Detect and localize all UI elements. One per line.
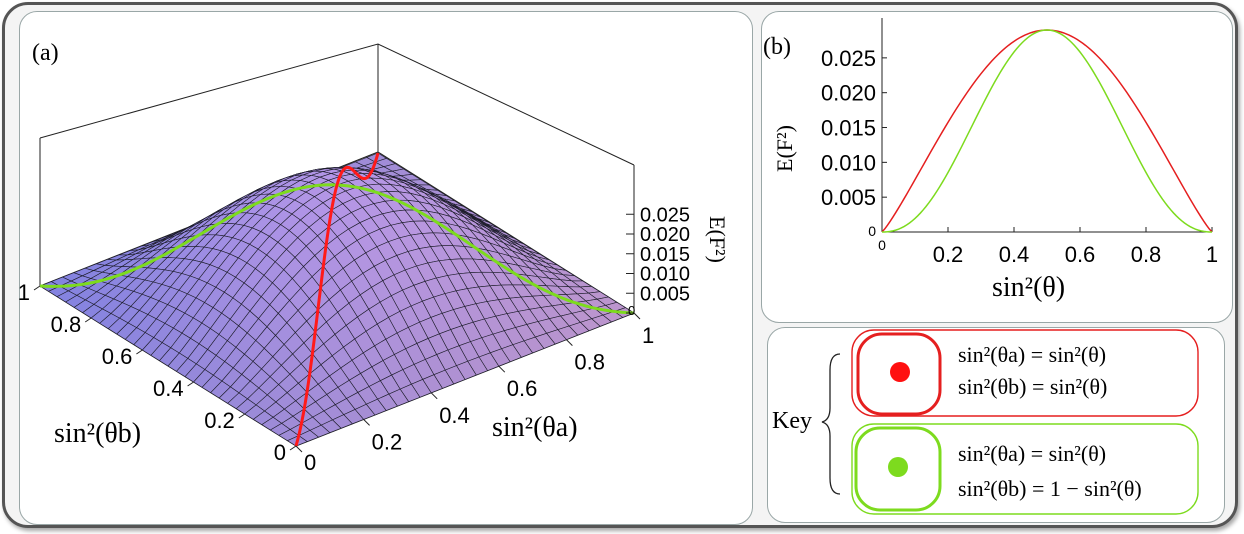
y-tick-label: 0.025	[821, 46, 876, 71]
theta-a-tick-label: 0	[304, 450, 316, 475]
theta-a-tick-mark	[430, 392, 438, 400]
theta-a-tick-mark	[295, 445, 303, 453]
key-green-line1: sin²(θa) = sin²(θ)	[958, 441, 1106, 466]
surface-curve-red	[294, 152, 380, 447]
line-plot-y-label: E(F²)	[772, 125, 797, 172]
theta-a-axis-label: sin²(θa)	[492, 412, 578, 443]
z-tick-label: 0	[628, 303, 635, 318]
theta-b-tick-mark	[33, 285, 41, 291]
y-tick-label: 0.005	[821, 185, 876, 210]
theta-b-tick-label: 0.4	[153, 376, 184, 401]
theta-a-tick-mark	[566, 339, 573, 346]
theta-b-tick-mark	[289, 445, 297, 451]
y-tick-label: 0.015	[821, 116, 876, 141]
surface-curves	[39, 152, 635, 447]
theta-a-tick-label: 1	[642, 323, 654, 348]
series-red-line	[881, 29, 1213, 233]
theta-b-axis-ticks: 0 0.2 0.4 0.6 0.8 1	[18, 280, 297, 465]
key-entry-green: sin²(θa) = sin²(θ) sin²(θb) = 1 − sin²(θ…	[851, 423, 1199, 515]
key-green-dot	[888, 457, 908, 477]
x-tick-label: 0.8	[1131, 242, 1162, 267]
theta-b-tick-label: 1	[18, 280, 30, 305]
theta-b-tick-label: 0	[274, 440, 286, 465]
theta-a-tick-mark	[498, 365, 506, 373]
theta-b-tick-label: 0.2	[204, 408, 235, 433]
theta-b-tick-mark	[238, 413, 246, 419]
theta-a-tick-label: 0.8	[574, 350, 605, 375]
key-green-swatch-frame	[854, 426, 942, 512]
z-axis-label: E(F²)	[705, 216, 730, 263]
x-tick-label: 0	[878, 237, 886, 253]
theta-a-axis-ticks: 0 0.2 0.4 0.6 0.8 1	[295, 312, 654, 475]
key-brace	[821, 353, 841, 495]
z-tick-label: 0.015	[640, 244, 690, 266]
x-tick-label: 0.6	[1065, 242, 1096, 267]
panel-b-lineplot	[761, 11, 1233, 323]
theta-a-tick-mark	[633, 312, 641, 320]
panel-b-label: (b)	[763, 34, 791, 60]
series-green-line	[881, 29, 1213, 233]
line-plot-ticks: 0 0.2 0.4 0.6 0.8 1 0 0.005 0.010 0.015 0.020 0.025	[821, 46, 1218, 267]
theta-b-tick-label: 0.6	[102, 344, 133, 369]
key-legend: Key sin²(θa) = sin²(θ) sin²(θb) = sin²(θ…	[772, 329, 1199, 515]
z-tick-label: 0.005	[640, 283, 690, 305]
y-tick-label: 0.010	[821, 150, 876, 175]
key-title: Key	[772, 408, 812, 434]
key-red-dot	[890, 362, 910, 382]
x-tick-label: 0.2	[933, 242, 964, 267]
x-tick-label: 1	[1206, 242, 1218, 267]
panel-a-label: (a)	[32, 40, 59, 66]
theta-b-tick-mark	[84, 317, 92, 323]
key-red-line2: sin²(θb) = sin²(θ)	[958, 374, 1107, 399]
z-tick-label: 0.025	[640, 204, 690, 226]
theta-b-tick-label: 0.8	[51, 312, 82, 337]
y-tick-label: 0.020	[821, 81, 876, 106]
panel-key	[767, 327, 1225, 523]
key-green-line2: sin²(θb) = 1 − sin²(θ)	[958, 476, 1142, 501]
y-tick-label: 0	[868, 223, 876, 239]
line-plot-series	[881, 29, 1213, 233]
theta-b-tick-mark	[187, 381, 194, 387]
theta-a-tick-mark	[363, 419, 370, 426]
z-tick-label: 0.010	[640, 264, 690, 286]
surface-mesh	[39, 152, 635, 447]
theta-a-tick-label: 0.6	[507, 376, 538, 401]
line-plot-x-label: sin²(θ)	[992, 272, 1065, 303]
figure-frame	[2, 2, 1238, 528]
theta-a-tick-label: 0.2	[372, 429, 403, 454]
key-entry-red: sin²(θa) = sin²(θ) sin²(θb) = sin²(θ)	[851, 329, 1199, 417]
z-tick-label: 0.020	[640, 224, 690, 246]
theta-a-tick-label: 0.4	[439, 403, 470, 428]
theta-b-tick-mark	[136, 349, 143, 355]
line-plot: (b) 0 0.2 0.4 0.6 0.8 100.0050.0100.0150.0200…	[763, 18, 1218, 303]
x-tick-label: 0.4	[999, 242, 1030, 267]
key-red-swatch-frame	[856, 332, 942, 416]
theta-b-axis-label: sin²(θb)	[54, 418, 141, 449]
key-red-line1: sin²(θa) = sin²(θ)	[958, 342, 1106, 367]
